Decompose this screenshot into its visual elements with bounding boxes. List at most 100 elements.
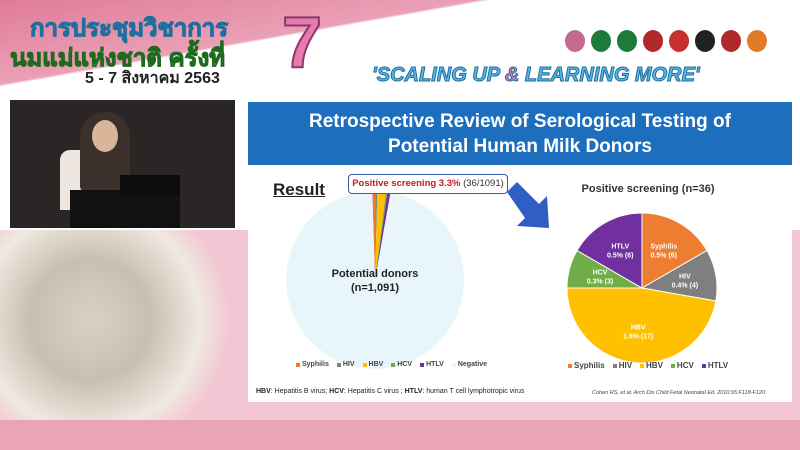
center-label-line1: Potential donors	[331, 268, 419, 280]
legend-label: HIV	[618, 361, 633, 370]
sponsor-logo	[565, 30, 585, 52]
fn-hbv: HBV	[256, 388, 271, 395]
sponsor-logo	[591, 30, 611, 52]
positive-screening-callout: Positive screening 3.3% (36/1091)	[348, 174, 508, 194]
right-pie-title: Positive screening (n=36)	[581, 183, 715, 195]
slice-data-label: 0.5% (6)	[607, 252, 633, 259]
right-pie-legend: Syphilis HIV HBV HCV HTLV	[568, 361, 728, 370]
pie-charts: Syphilis 0.5% (6) HIV 0.4% (4) HBV 1.6% (17) H…	[286, 191, 718, 369]
conference-title-line1: การประชุมวิชาการ	[29, 15, 229, 43]
legend-label: HTLV	[426, 361, 444, 368]
slice-data-label: 1.6% (17)	[623, 333, 653, 340]
edition-number: 7	[281, 2, 323, 84]
slice-data-label: HIV	[679, 273, 691, 280]
legend-swatch	[336, 362, 341, 367]
pie-slice-hcv	[375, 191, 388, 280]
callout-count: (36/1091)	[460, 178, 504, 189]
legend-item: HIV	[336, 361, 355, 368]
legend-label: Negative	[457, 361, 488, 368]
legend-label: HCV	[676, 361, 694, 370]
legend-swatch	[451, 362, 456, 367]
slogan-amp: &	[504, 64, 520, 87]
fn-htlv-text: : human T cell lymphotropic virus	[422, 388, 525, 395]
legend-label: HBV	[646, 361, 663, 370]
fn-hcv-text: : Hepatitis C virus ;	[343, 388, 405, 395]
pie-slice-hbv	[566, 287, 717, 364]
pie-slice-negative	[286, 191, 464, 369]
left-pie-legend: Syphilis HIV HBV HCV HTLV Negative	[296, 361, 487, 368]
fn-hbv-text: : Hepatitis B virus;	[270, 388, 330, 395]
slogan-part2: LEARNING MORE'	[519, 64, 700, 87]
legend-item: HBV	[640, 361, 663, 370]
slide-title-line2: Potential Human Milk Donors	[388, 136, 652, 157]
fn-htlv: HTLV	[404, 388, 423, 395]
legend-swatch	[420, 362, 425, 367]
legend-label: HCV	[397, 361, 413, 368]
slice-data-label: Syphilis	[650, 243, 677, 250]
pie-slice-htlv	[375, 191, 391, 280]
sponsor-logo	[695, 30, 715, 52]
sponsor-logo	[721, 30, 741, 52]
legend-swatch	[568, 363, 572, 368]
result-heading: Result	[273, 180, 325, 199]
legend-swatch	[640, 363, 645, 368]
legend-label: HBV	[368, 361, 384, 368]
slice-data-label: HTLV	[611, 243, 629, 250]
legend-label: HIV	[342, 361, 355, 368]
header-background	[0, 0, 800, 100]
slogan-part1: 'SCALING UP	[372, 64, 505, 87]
legend-swatch	[670, 363, 675, 368]
legend-item: HTLV	[701, 361, 729, 370]
slide-title-line1: Retrospective Review of Serological Test…	[309, 111, 731, 132]
sponsor-logo	[617, 30, 637, 52]
legend-label: Syphilis	[574, 361, 605, 370]
left-pie-center-label: Potential donors (n=1,091)	[308, 267, 442, 295]
legend-item: HTLV	[420, 361, 444, 368]
presentation-slide: Retrospective Review of Serological Test…	[248, 100, 792, 402]
slice-data-label: HBV	[631, 324, 646, 331]
legend-label: HTLV	[707, 361, 729, 370]
abbreviations-footnote: HBV: Hepatitis B virus; HCV: Hepatitis C…	[256, 388, 524, 395]
slice-data-label: 0.4% (4)	[672, 282, 698, 289]
pie-slice-syphilis	[372, 191, 376, 280]
fn-hcv: HCV	[329, 388, 344, 395]
background-strip	[0, 420, 800, 450]
legend-swatch	[296, 362, 300, 367]
callout-bold: Positive screening 3.3%	[352, 178, 461, 189]
slide-title: Retrospective Review of Serological Test…	[248, 102, 792, 165]
legend-label: Syphilis	[302, 361, 329, 368]
pie-slice-hbv	[375, 191, 387, 280]
legend-swatch	[391, 362, 396, 367]
podium	[70, 190, 180, 228]
legend-swatch	[362, 362, 367, 367]
legend-item: Negative	[451, 361, 488, 368]
slice-data-label: 0.5% (6)	[651, 252, 677, 259]
laptop	[120, 175, 180, 195]
speaker-face	[92, 120, 118, 152]
legend-swatch	[612, 363, 617, 368]
legend-item: HIV	[612, 361, 633, 370]
arrow-icon	[507, 182, 549, 228]
legend-item: Syphilis	[296, 361, 329, 368]
pie-slice-hiv	[375, 191, 378, 280]
legend-swatch	[701, 363, 706, 368]
legend-item: Syphilis	[568, 361, 605, 370]
slice-data-label: 0.3% (3)	[587, 279, 613, 286]
speaker-video	[10, 100, 235, 228]
child-photo	[0, 230, 245, 420]
slogan: 'SCALING UP & LEARNING MORE'	[372, 64, 701, 87]
legend-item: HBV	[362, 361, 384, 368]
pie-slice-htlv	[576, 212, 643, 289]
pie-slice-syphilis	[641, 212, 708, 289]
citation: Cohen RS, et al. Arch Dis Child Fetal Ne…	[592, 390, 767, 396]
slice-data-label: HCV	[593, 270, 608, 277]
conference-date: 5 - 7 สิงหาคม 2563	[85, 70, 220, 87]
conference-title-line2: นมแม่แห่งชาติ ครั้งที่	[9, 45, 226, 73]
sponsor-logo	[747, 30, 767, 52]
sponsor-logo	[643, 30, 663, 52]
sponsor-logo	[669, 30, 689, 52]
legend-item: HCV	[391, 361, 412, 368]
legend-item: HCV	[670, 361, 694, 370]
sponsor-logos	[565, 30, 767, 52]
center-label-line2: (n=1,091)	[351, 282, 399, 294]
